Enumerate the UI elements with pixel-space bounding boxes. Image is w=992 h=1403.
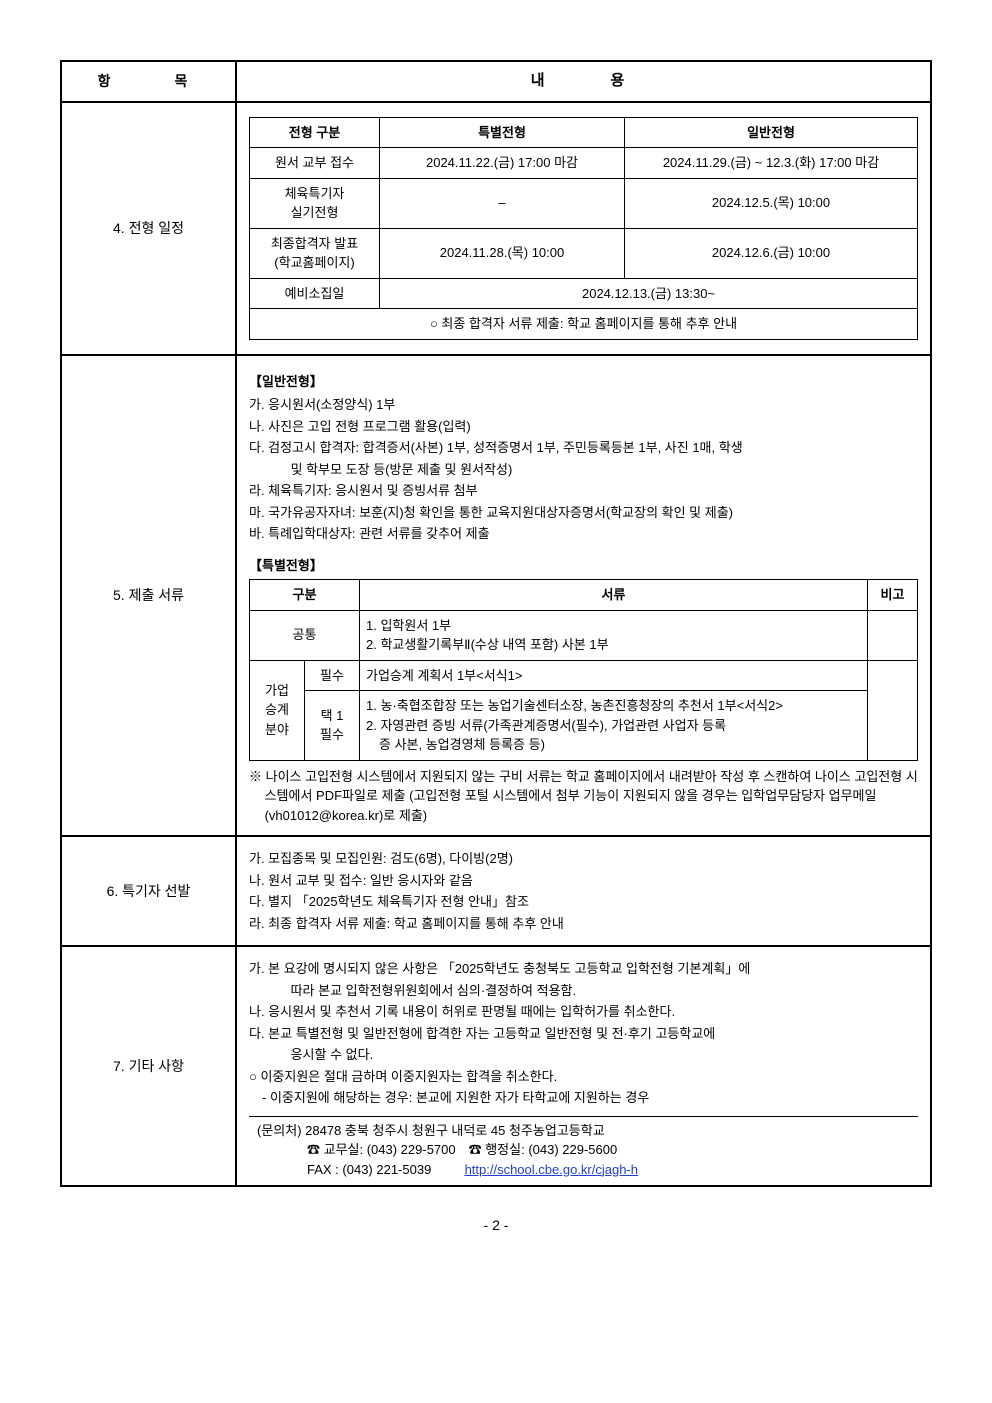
header-right: 내 용	[236, 61, 931, 102]
sec4-title: 4. 전형 일정	[61, 102, 236, 355]
gen-item-da-sub: 및 학부모 도장 등(방문 제출 및 원서작성)	[249, 460, 918, 480]
docs-succ-req-txt: 가업승계 계획서 1부<서식1>	[360, 660, 868, 691]
docs-common-l1: 1. 입학원서 1부	[366, 616, 861, 636]
sched-r0c2: 2024.11.29.(금) ~ 12.3.(화) 17:00 마감	[625, 148, 918, 179]
sec7-da-sub: 응시할 수 없다.	[249, 1045, 918, 1065]
docs-pick-l3: 증 사본, 농업경영체 등록증 등)	[366, 735, 861, 755]
sched-yebi-val: 2024.12.13.(금) 13:30~	[380, 278, 918, 309]
sched-col2: 일반전형	[625, 117, 918, 148]
gen-item-ma: 마. 국가유공자자녀: 보훈(지)청 확인을 통한 교육지원대상자증명서(학교장…	[249, 503, 918, 523]
docs-pick-l2: 2. 자영관련 증빙 서류(가족관계증명서(필수), 가업관련 사업자 등록	[366, 716, 861, 736]
sec6-title: 6. 특기자 선발	[61, 836, 236, 946]
schedule-table: 전형 구분 특별전형 일반전형 원서 교부 접수 2024.11.22.(금) …	[249, 117, 918, 340]
general-heading: 【일반전형】	[249, 372, 918, 392]
docs-h0: 구분	[250, 580, 360, 611]
table-row: 최종합격자 발표 (학교홈페이지) 2024.11.28.(목) 10:00 2…	[250, 228, 918, 278]
sec7-dash: - 이중지원에 해당하는 경우: 본교에 지원한 자가 타학교에 지원하는 경우	[249, 1088, 918, 1108]
sched-yebi-label: 예비소집일	[250, 278, 380, 309]
docs-common-l2: 2. 학교생활기록부Ⅱ(수상 내역 포함) 사본 1부	[366, 635, 861, 655]
page-number: - 2 -	[60, 1215, 932, 1236]
sched-footer: ○ 최종 합격자 서류 제출: 학교 홈페이지를 통해 추후 안내	[250, 309, 918, 340]
sched-r2c2: 2024.12.6.(금) 10:00	[625, 228, 918, 278]
sec5-content: 【일반전형】 가. 응시원서(소정양식) 1부 나. 사진은 고입 전형 프로그…	[236, 355, 931, 837]
docs-succ-req: 필수	[305, 660, 360, 691]
sec7-circle: ○ 이중지원은 절대 금하며 이중지원자는 합격을 취소한다.	[249, 1067, 918, 1087]
contact-url[interactable]: http://school.cbe.go.kr/cjagh-h	[465, 1162, 638, 1177]
gen-item-da: 다. 검정고시 합격자: 합격증서(사본) 1부, 성적증명서 1부, 주민등록…	[249, 438, 918, 458]
gen-item-na: 나. 사진은 고입 전형 프로그램 활용(입력)	[249, 417, 918, 437]
sched-col1: 특별전형	[380, 117, 625, 148]
docs-succ-pick-txt: 1. 농·축협조합장 또는 농업기술센터소장, 농촌진흥청장의 추천서 1부<서…	[360, 691, 868, 761]
table-row: 택 1 필수 1. 농·축협조합장 또는 농업기술센터소장, 농촌진흥청장의 추…	[250, 691, 918, 761]
sched-r1c2: 2024.12.5.(목) 10:00	[625, 178, 918, 228]
sec7-na: 나. 응시원서 및 추천서 기록 내용이 허위로 판명될 때에는 입학허가를 취…	[249, 1002, 918, 1022]
sec7-ga-sub: 따라 본교 입학전형위원회에서 심의·결정하여 적용함.	[249, 981, 918, 1001]
gen-item-ra: 라. 체육특기자: 응시원서 및 증빙서류 첨부	[249, 481, 918, 501]
sec6-na: 나. 원서 교부 및 접수: 일반 응시자와 같음	[249, 871, 918, 891]
table-row: 예비소집일 2024.12.13.(금) 13:30~	[250, 278, 918, 309]
sec7-da: 다. 본교 특별전형 및 일반전형에 합격한 자는 고등학교 일반전형 및 전·…	[249, 1024, 918, 1044]
sec7-title: 7. 기타 사항	[61, 946, 236, 1186]
table-row: 체육특기자 실기전형 – 2024.12.5.(목) 10:00	[250, 178, 918, 228]
contact-block: (문의처) 28478 충북 청주시 청원구 내덕로 45 청주농업고등학교 ☎…	[249, 1116, 918, 1180]
gen-item-ga: 가. 응시원서(소정양식) 1부	[249, 395, 918, 415]
header-left: 항 목	[61, 61, 236, 102]
contact-l1: (문의처) 28478 충북 청주시 청원구 내덕로 45 청주농업고등학교	[257, 1121, 918, 1141]
sched-r0c1: 2024.11.22.(금) 17:00 마감	[380, 148, 625, 179]
sec6-ra: 라. 최종 합격자 서류 제출: 학교 홈페이지를 통해 추후 안내	[249, 914, 918, 934]
table-row: 원서 교부 접수 2024.11.22.(금) 17:00 마감 2024.11…	[250, 148, 918, 179]
sched-r0c0: 원서 교부 접수	[250, 148, 380, 179]
sec5-title: 5. 제출 서류	[61, 355, 236, 837]
sched-col0: 전형 구분	[250, 117, 380, 148]
contact-fax: FAX : (043) 221-5039	[307, 1162, 431, 1177]
docs-h2: 비고	[868, 580, 918, 611]
docs-h1: 서류	[360, 580, 868, 611]
docs-common-txt: 1. 입학원서 1부 2. 학교생활기록부Ⅱ(수상 내역 포함) 사본 1부	[360, 610, 868, 660]
sec5-note: ※ 나이스 고입전형 시스템에서 지원되지 않는 구비 서류는 학교 홈페이지에…	[249, 767, 918, 826]
table-row: 공통 1. 입학원서 1부 2. 학교생활기록부Ⅱ(수상 내역 포함) 사본 1…	[250, 610, 918, 660]
sched-r2c0: 최종합격자 발표 (학교홈페이지)	[250, 228, 380, 278]
docs-succ-note	[868, 660, 918, 760]
sec7-content: 가. 본 요강에 명시되지 않은 사항은 「2025학년도 충청북도 고등학교 …	[236, 946, 931, 1186]
docs-succ-label: 가업 승계 분야	[250, 660, 305, 760]
docs-common-note	[868, 610, 918, 660]
gen-item-ba: 바. 특례입학대상자: 관련 서류를 갖추어 제출	[249, 524, 918, 544]
sec4-content: 전형 구분 특별전형 일반전형 원서 교부 접수 2024.11.22.(금) …	[236, 102, 931, 355]
special-heading: 【특별전형】	[249, 556, 918, 576]
contact-l2: ☎ 교무실: (043) 229-5700 ☎ 행정실: (043) 229-5…	[257, 1140, 918, 1160]
docs-table: 구분 서류 비고 공통 1. 입학원서 1부 2. 학교생활기록부Ⅱ(수상 내역…	[249, 579, 918, 761]
sched-r1c1: –	[380, 178, 625, 228]
docs-succ-pick: 택 1 필수	[305, 691, 360, 761]
sched-r2c1: 2024.11.28.(목) 10:00	[380, 228, 625, 278]
sec6-da: 다. 별지 「2025학년도 체육특기자 전형 안내」참조	[249, 892, 918, 912]
table-row: 가업 승계 분야 필수 가업승계 계획서 1부<서식1>	[250, 660, 918, 691]
sec6-ga: 가. 모집종목 및 모집인원: 검도(6명), 다이빙(2명)	[249, 849, 918, 869]
sec6-content: 가. 모집종목 및 모집인원: 검도(6명), 다이빙(2명) 나. 원서 교부…	[236, 836, 931, 946]
docs-pick-l1: 1. 농·축협조합장 또는 농업기술센터소장, 농촌진흥청장의 추천서 1부<서…	[366, 696, 861, 716]
table-row: ○ 최종 합격자 서류 제출: 학교 홈페이지를 통해 추후 안내	[250, 309, 918, 340]
sched-r1c0: 체육특기자 실기전형	[250, 178, 380, 228]
docs-common-label: 공통	[250, 610, 360, 660]
sec7-ga: 가. 본 요강에 명시되지 않은 사항은 「2025학년도 충청북도 고등학교 …	[249, 959, 918, 979]
contact-l3: FAX : (043) 221-5039 http://school.cbe.g…	[257, 1160, 918, 1180]
